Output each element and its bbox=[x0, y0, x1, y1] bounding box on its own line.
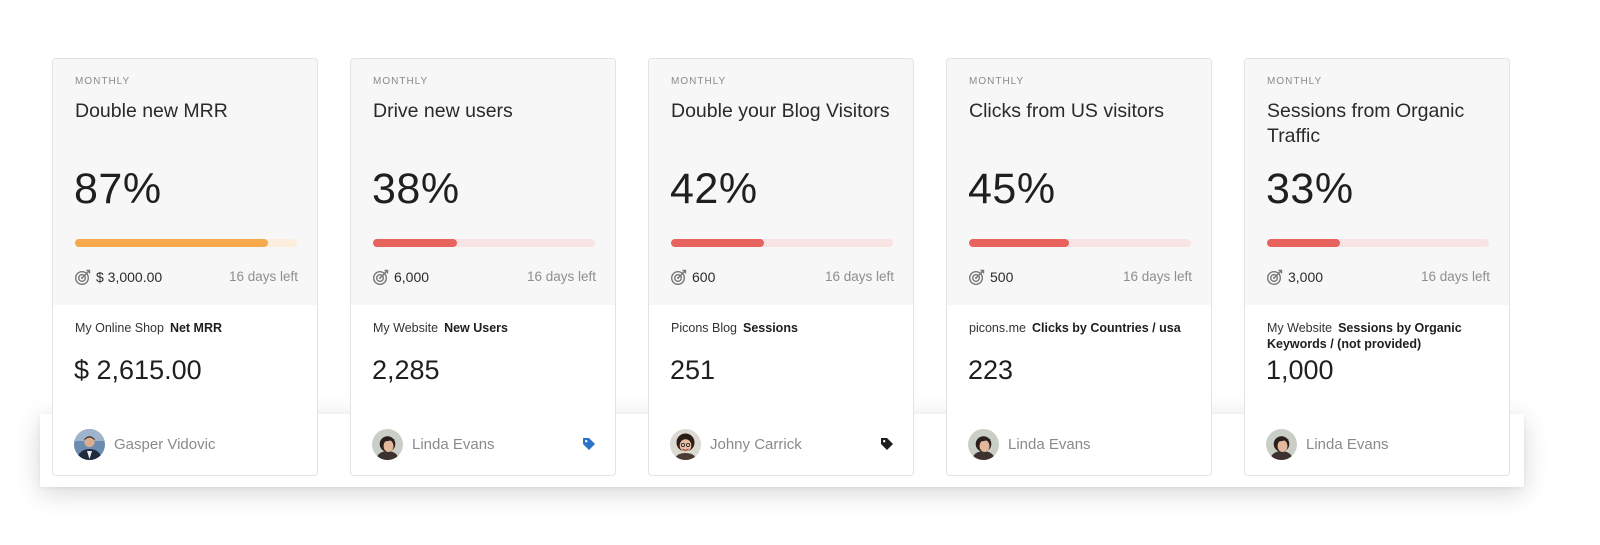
target-icon bbox=[968, 269, 985, 286]
goal-source: My Website New Users bbox=[373, 320, 601, 336]
owner-name: Johny Carrick bbox=[710, 436, 802, 453]
metric-name: Net MRR bbox=[169, 321, 223, 335]
goal-period: MONTHLY bbox=[75, 76, 131, 87]
target-icon bbox=[372, 269, 389, 286]
metric-name: Clicks by Countries / usa bbox=[1031, 321, 1181, 335]
goal-title[interactable]: Double new MRR bbox=[75, 100, 228, 122]
progress-bar-fill bbox=[969, 239, 1069, 247]
days-left: 16 days left bbox=[824, 269, 894, 284]
metric-name: Sessions bbox=[743, 321, 798, 335]
owner-name: Linda Evans bbox=[412, 436, 495, 453]
owner-name: Gasper Vidovic bbox=[114, 436, 216, 453]
goal-target-row: 500 16 days left bbox=[968, 267, 1192, 287]
goal-card-header: MONTHLY Sessions from Organic Traffic 33… bbox=[1245, 59, 1509, 305]
goal-owner[interactable]: Linda Evans bbox=[372, 429, 596, 461]
goal-owner[interactable]: Gasper Vidovic bbox=[74, 429, 298, 461]
goal-actual-value: 223 bbox=[968, 355, 1014, 385]
goal-target-value: $ 3,000.00 bbox=[96, 269, 163, 285]
metric-name: Sessions by Organic Keywords / (not prov… bbox=[1267, 321, 1462, 351]
goal-card[interactable]: MONTHLY Clicks from US visitors 45% 500 … bbox=[946, 58, 1212, 476]
goal-period: MONTHLY bbox=[373, 76, 429, 87]
progress-bar-fill bbox=[373, 239, 458, 247]
goal-percent: 45% bbox=[968, 165, 1056, 213]
goal-card[interactable]: MONTHLY Double your Blog Visitors 42% 60… bbox=[648, 58, 914, 476]
goal-target-row: 3,000 16 days left bbox=[1266, 267, 1490, 287]
goal-actual-value: 251 bbox=[670, 355, 716, 385]
goal-source: My Website Sessions by Organic Keywords /… bbox=[1267, 320, 1495, 352]
goal-percent: 42% bbox=[670, 165, 758, 213]
avatar[interactable] bbox=[968, 429, 999, 460]
progress-bar-fill bbox=[75, 239, 269, 247]
goal-percent: 87% bbox=[74, 165, 162, 213]
target-icon bbox=[670, 269, 687, 286]
days-left: 16 days left bbox=[1420, 269, 1490, 284]
source-name: Picons Blog bbox=[671, 321, 738, 335]
goal-card[interactable]: MONTHLY Drive new users 38% 6,000 16 day… bbox=[350, 58, 616, 476]
progress-bar bbox=[373, 239, 595, 247]
avatar[interactable] bbox=[372, 429, 403, 460]
goal-target-row: $ 3,000.00 16 days left bbox=[74, 267, 298, 287]
goal-target-value: 6,000 bbox=[394, 269, 430, 285]
progress-bar bbox=[671, 239, 893, 247]
goal-card[interactable]: MONTHLY Sessions from Organic Traffic 33… bbox=[1244, 58, 1510, 476]
source-name: picons.me bbox=[969, 321, 1026, 335]
target-icon bbox=[1266, 269, 1283, 286]
goal-target-value: 500 bbox=[990, 269, 1014, 285]
goal-target-value: 600 bbox=[692, 269, 716, 285]
progress-bar bbox=[75, 239, 297, 247]
goal-owner[interactable]: Linda Evans bbox=[968, 429, 1192, 461]
goal-target-row: 6,000 16 days left bbox=[372, 267, 596, 287]
goal-actual-value: 1,000 bbox=[1266, 355, 1334, 385]
goal-title[interactable]: Clicks from US visitors bbox=[969, 100, 1165, 122]
goal-owner[interactable]: Johny Carrick bbox=[670, 429, 894, 461]
progress-bar-fill bbox=[671, 239, 765, 247]
goal-actual-value: 2,285 bbox=[372, 355, 440, 385]
avatar[interactable] bbox=[74, 429, 105, 460]
source-name: My Website bbox=[373, 321, 439, 335]
goal-title[interactable]: Double your Blog Visitors bbox=[671, 100, 890, 122]
progress-bar bbox=[969, 239, 1191, 247]
goal-source: Picons Blog Sessions bbox=[671, 320, 899, 336]
goal-percent: 33% bbox=[1266, 165, 1354, 213]
goal-card-header: MONTHLY Double new MRR 87% $ 3,000.00 16… bbox=[53, 59, 317, 305]
goal-title[interactable]: Sessions from Organic Traffic bbox=[1267, 100, 1465, 147]
goal-target-value: 3,000 bbox=[1288, 269, 1324, 285]
goal-card[interactable]: MONTHLY Double new MRR 87% $ 3,000.00 16… bbox=[52, 58, 318, 476]
goal-period: MONTHLY bbox=[671, 76, 727, 87]
goal-period: MONTHLY bbox=[1267, 76, 1323, 87]
progress-bar bbox=[1267, 239, 1489, 247]
goal-percent: 38% bbox=[372, 165, 460, 213]
days-left: 16 days left bbox=[228, 269, 298, 284]
goal-card-header: MONTHLY Clicks from US visitors 45% 500 … bbox=[947, 59, 1211, 305]
goal-target-row: 600 16 days left bbox=[670, 267, 894, 287]
avatar[interactable] bbox=[1266, 429, 1297, 460]
avatar[interactable] bbox=[670, 429, 701, 460]
owner-name: Linda Evans bbox=[1306, 436, 1389, 453]
goal-actual-value: $ 2,615.00 bbox=[74, 355, 202, 385]
goal-card-header: MONTHLY Drive new users 38% 6,000 16 day… bbox=[351, 59, 615, 305]
progress-bar-fill bbox=[1267, 239, 1341, 247]
source-name: My Website bbox=[1267, 321, 1333, 335]
source-name: My Online Shop bbox=[75, 321, 164, 335]
goal-source: picons.me Clicks by Countries / usa bbox=[969, 320, 1197, 336]
metric-name: New Users bbox=[444, 321, 509, 335]
goal-card-header: MONTHLY Double your Blog Visitors 42% 60… bbox=[649, 59, 913, 305]
goal-source: My Online Shop Net MRR bbox=[75, 320, 303, 336]
tag-icon[interactable] bbox=[582, 437, 596, 451]
goal-owner[interactable]: Linda Evans bbox=[1266, 429, 1490, 461]
tag-icon[interactable] bbox=[880, 437, 894, 451]
target-icon bbox=[74, 269, 91, 286]
goal-period: MONTHLY bbox=[969, 76, 1025, 87]
goal-title[interactable]: Drive new users bbox=[373, 100, 513, 122]
days-left: 16 days left bbox=[1122, 269, 1192, 284]
owner-name: Linda Evans bbox=[1008, 436, 1091, 453]
days-left: 16 days left bbox=[526, 269, 596, 284]
